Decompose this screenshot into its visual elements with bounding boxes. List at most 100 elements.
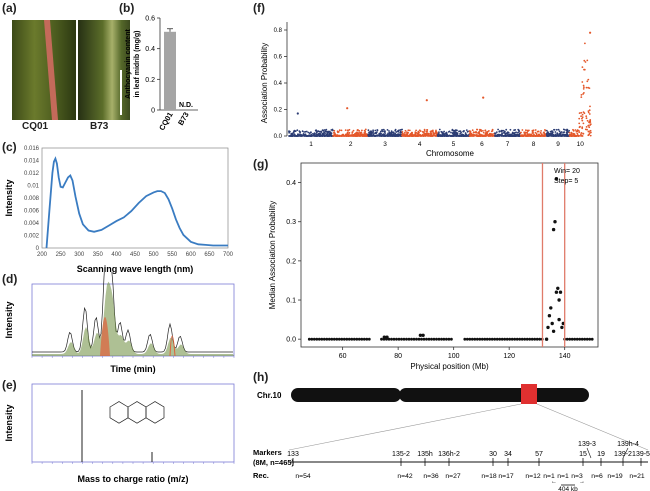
f-snp-point: [360, 131, 363, 134]
g-baseline-point: [538, 337, 542, 341]
g-baseline-point: [432, 337, 436, 341]
h-marker-top-label: 139-3: [578, 441, 596, 448]
g-baseline-point: [425, 337, 428, 341]
h-rec-label: n=21: [629, 473, 645, 480]
h-interval-label: 404 kb: [558, 486, 578, 491]
f-snp-point: [571, 132, 573, 135]
f-snp-point: [580, 132, 583, 134]
panel-f-chart: 0.0 0.2 0.4 0.6 0.8 1 2 3 4 5 6 7 8 9 10 Association Pr…: [260, 22, 592, 158]
h-interval-arrow-right: →: [579, 479, 585, 485]
g-baseline-point: [335, 337, 339, 341]
panel-d-chart: Intensity Time (min): [4, 272, 235, 374]
g-baseline-point: [493, 337, 497, 341]
f-snp-point: [338, 129, 341, 132]
c-ylabel: Intensity: [4, 179, 14, 216]
f-snp-point: [313, 135, 316, 137]
f-snp-point: [358, 131, 360, 134]
h-rec-label: n=54: [295, 473, 311, 480]
f-snp-point: [562, 131, 565, 134]
f-snp-point: [435, 131, 438, 133]
g-baseline-point: [345, 337, 349, 341]
e-frame: [31, 383, 235, 463]
f-snp-point: [515, 135, 517, 137]
f-snp-point: [351, 131, 354, 134]
g-baseline-point: [315, 337, 319, 341]
ring-a: [109, 401, 129, 424]
f-snp-point: [330, 135, 333, 137]
f-snp-point: [582, 88, 585, 90]
f-snp-point: [578, 122, 581, 125]
b-ytick-label: 0.6: [145, 16, 155, 23]
f-snp-point: [521, 134, 523, 137]
f-ylabel: Association Probability: [260, 43, 269, 123]
f-snp-point: [505, 128, 508, 131]
panel-g-chart: 60 80 100 120 140 0.0 0.1 0.2 0.3 0.4 Win= 20 Step=…: [268, 162, 599, 371]
f-xtick-label: 3: [383, 141, 387, 148]
f-snp-point: [445, 133, 448, 136]
f-snp-point: [414, 131, 417, 134]
f-snp-point: [447, 135, 450, 137]
f-snp-point: [508, 135, 511, 137]
f-snp-point: [318, 135, 321, 137]
f-snp-point: [568, 129, 570, 132]
f-snp-point: [394, 133, 396, 136]
f-snp-point: [574, 129, 577, 131]
f-snp-point: [513, 132, 516, 134]
f-snp-point: [589, 123, 592, 126]
f-snp-point: [589, 129, 592, 132]
f-snp-point: [471, 129, 474, 132]
f-snp-point: [458, 134, 461, 137]
f-snp-point: [555, 128, 558, 131]
f-snp-point: [578, 117, 581, 120]
h-marker-label: 136h-2: [438, 451, 460, 458]
g-baseline-point: [322, 337, 326, 341]
f-peak-point: [346, 107, 349, 110]
f-snp-point: [396, 130, 399, 133]
f-snp-point: [558, 133, 561, 135]
f-snp-point: [477, 131, 480, 134]
b-ytick-label: 0.2: [145, 77, 155, 84]
panel-c-chart: 200 250 300 350 400 450 500 550 600 650 700 0 0.002 0…: [4, 146, 234, 274]
f-snp-point: [519, 131, 522, 134]
f-snp-point: [348, 128, 351, 131]
g-baseline-point: [583, 337, 587, 341]
f-snp-point: [473, 131, 475, 134]
f-snp-point: [338, 134, 341, 137]
h-rec-label: n=36: [423, 473, 439, 480]
f-snp-point: [288, 135, 290, 137]
g-baseline-point: [533, 337, 537, 341]
f-snp-point: [376, 129, 379, 131]
f-snp-point: [440, 135, 442, 137]
panel-label-b: (b): [119, 1, 135, 15]
c-xtick-label: 550: [167, 252, 178, 258]
f-snp-point: [329, 131, 332, 134]
f-snp-point: [484, 129, 487, 132]
c-ytick-label: 0.01: [27, 184, 39, 190]
f-snp-point: [411, 134, 414, 137]
f-snp-point: [576, 132, 579, 135]
f-snp-point: [417, 130, 420, 133]
g-baseline-point: [445, 337, 448, 341]
f-snp-point: [515, 133, 518, 136]
f-snp-point: [355, 135, 357, 137]
g-baseline-point: [580, 337, 584, 341]
f-snp-point: [423, 130, 426, 132]
f-snp-point: [450, 131, 452, 134]
g-baseline-point: [530, 337, 534, 341]
g-baseline-point: [367, 337, 371, 341]
f-snp-point: [582, 84, 585, 87]
f-snp-point: [305, 130, 308, 133]
f-snp-point: [294, 135, 297, 137]
h-marker-label: 135h: [417, 451, 433, 458]
f-snp-point: [560, 131, 563, 133]
g-baseline-point: [575, 337, 579, 341]
g-baseline-point: [568, 337, 572, 341]
f-snp-point: [364, 131, 366, 134]
f-snp-point: [550, 130, 553, 133]
f-snp-point: [497, 134, 500, 137]
g-baseline-point: [347, 337, 351, 341]
g-baseline-point: [397, 337, 401, 341]
f-snp-point: [550, 133, 553, 136]
f-snp-point: [503, 131, 506, 134]
f-snp-point: [450, 135, 453, 137]
